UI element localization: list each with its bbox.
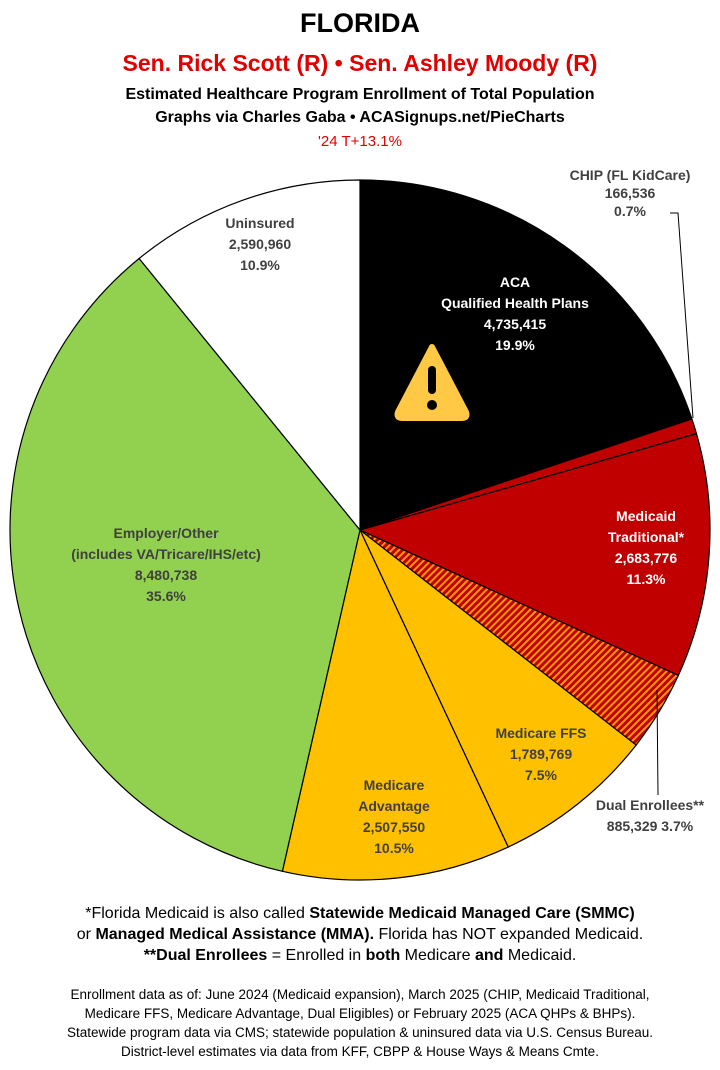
- slice-label: (includes VA/Tricare/IHS/etc): [71, 546, 261, 562]
- pie-chart: ACA Qualified Health Plans 4,735,415 19.9% C…: [9, 167, 711, 881]
- slice-label: 4,735,415: [484, 316, 546, 332]
- slice-label: Medicaid: [616, 508, 676, 524]
- slice-label: Qualified Health Plans: [441, 295, 589, 311]
- subtitle: Estimated Healthcare Program Enrollment …: [125, 86, 595, 103]
- pie-slice: [9, 257, 361, 873]
- slice-label: 35.6%: [146, 588, 186, 604]
- slice-label: 166,536: [605, 185, 656, 201]
- slice-label: 7.5%: [525, 767, 557, 783]
- pie-slice: [281, 528, 510, 881]
- chart-title: FLORIDA: [300, 8, 420, 38]
- slice-label: Medicare FFS: [495, 725, 586, 741]
- slice-label: 1,789,769: [510, 746, 572, 762]
- slice-label: Employer/Other: [113, 525, 219, 541]
- dual-leader-line: [656, 689, 659, 796]
- pie-slice: [358, 432, 711, 677]
- slice-label: 2,507,550: [363, 819, 425, 835]
- slice-label: 2,683,776: [615, 550, 677, 566]
- slice-label: 8,480,738: [135, 567, 197, 583]
- pie-slice: [138, 179, 361, 532]
- slice-label: 10.5%: [374, 840, 414, 856]
- slice-label: ACA: [500, 274, 530, 290]
- pvi-label: '24 T+13.1%: [318, 133, 402, 150]
- slice-label: Traditional*: [608, 529, 685, 545]
- slice-label: Advantage: [358, 798, 430, 814]
- slice-label: Medicare: [364, 777, 425, 793]
- slice-label: 0.7%: [614, 203, 646, 219]
- slice-label: 885,329 3.7%: [607, 818, 694, 834]
- warning-icon: [394, 344, 470, 421]
- senators: Sen. Rick Scott (R) • Sen. Ashley Moody …: [122, 50, 598, 76]
- slice-label: Uninsured: [225, 215, 294, 231]
- pie-slice: [359, 529, 637, 848]
- slice-label: Dual Enrollees**: [596, 797, 705, 813]
- slice-label: 11.3%: [627, 571, 666, 587]
- sources: Enrollment data as of: June 2024 (Medica…: [66, 987, 654, 1059]
- slice-label: 19.9%: [495, 337, 535, 353]
- slice-label: CHIP (FL KidCare): [570, 167, 691, 183]
- footnotes: *Florida Medicaid is also called Statewi…: [76, 905, 644, 964]
- slice-label: 10.9%: [240, 257, 280, 273]
- credit: Graphs via Charles Gaba • ACASignups.net…: [155, 109, 565, 126]
- chip-leader-line: [670, 212, 694, 419]
- slice-label: 2,590,960: [229, 236, 291, 252]
- pie-slice: [359, 179, 693, 531]
